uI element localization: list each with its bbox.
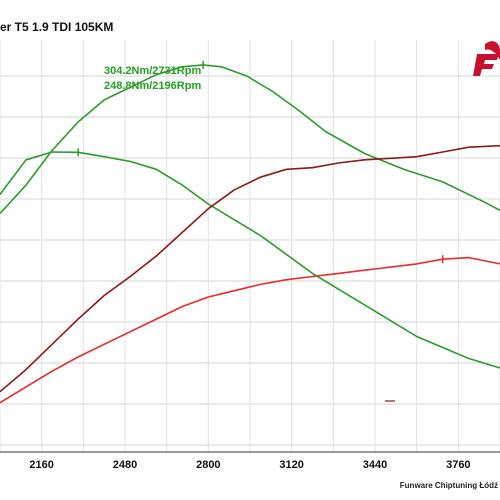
series-line-2: [0, 151, 500, 369]
series-line-1: [0, 64, 500, 215]
chart-title: er T5 1.9 TDI 105KM: [0, 20, 114, 34]
x-tick-label: 2480: [113, 459, 137, 471]
x-tick-label: 3120: [279, 459, 303, 471]
annotation-max-torque: 248.8Nm/2196Rpm: [104, 80, 202, 92]
x-tick-label: 3440: [363, 459, 387, 471]
annotation-max-power: 304.2Nm/2731Rpm: [104, 65, 202, 77]
x-tick-label: 2160: [29, 459, 53, 471]
series-line-3: [0, 144, 500, 393]
footer-text: Funware Chiptuning Łódź: [399, 481, 498, 490]
series-line-4: [0, 256, 500, 404]
brand-logo: [473, 41, 500, 76]
x-tick-label: 2800: [196, 459, 220, 471]
x-tick-label: 3760: [446, 459, 470, 471]
